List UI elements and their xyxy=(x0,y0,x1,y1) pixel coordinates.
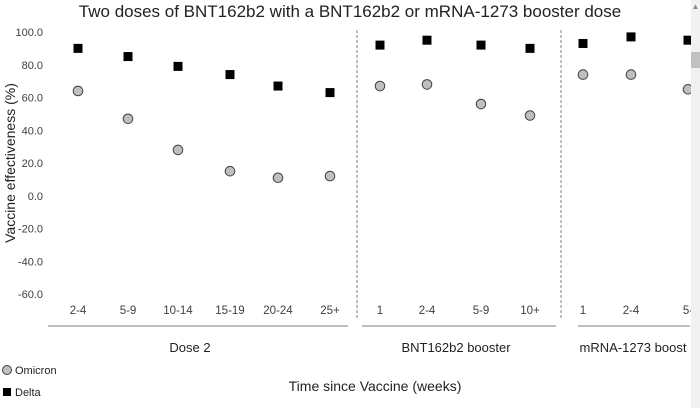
group-label: BNT162b2 booster xyxy=(401,340,511,355)
x-category-label: 2-4 xyxy=(623,305,640,317)
x-category-label: 5-9 xyxy=(473,305,490,317)
data-point-omicron xyxy=(172,144,184,156)
legend-marker-delta xyxy=(3,388,11,396)
data-point-delta xyxy=(476,40,486,50)
y-tick-label: 20.0 xyxy=(22,158,43,170)
data-point-delta xyxy=(578,38,588,48)
data-point-omicron xyxy=(72,85,84,97)
data-point-omicron xyxy=(374,80,386,92)
x-category-label: 10-14 xyxy=(163,305,193,317)
y-tick-label: 0.0 xyxy=(28,191,43,203)
group-label: Dose 2 xyxy=(169,340,210,355)
x-category-label: 2-4 xyxy=(70,305,87,317)
y-tick-label: 100.0 xyxy=(15,27,43,39)
y-tick-label: 40.0 xyxy=(22,125,43,137)
data-point-delta xyxy=(375,40,385,50)
data-point-delta xyxy=(273,81,283,91)
data-point-delta xyxy=(225,70,235,80)
data-point-omicron xyxy=(324,170,336,182)
data-point-omicron xyxy=(421,79,433,90)
chart-title: Two doses of BNT162b2 with a BNT162b2 or… xyxy=(78,2,622,21)
y-tick-label: -40.0 xyxy=(18,256,43,268)
data-point-omicron xyxy=(524,110,536,121)
y-tick-label: -60.0 xyxy=(18,289,43,301)
data-point-omicron xyxy=(122,113,134,125)
legend-label-omicron: Omicron xyxy=(15,365,57,377)
legend-marker-omicron xyxy=(2,365,12,375)
x-category-label: 1 xyxy=(580,305,586,317)
data-point-omicron xyxy=(224,165,236,177)
data-point-omicron xyxy=(475,98,487,110)
scrollbar-thumb[interactable] xyxy=(691,52,700,68)
data-point-omicron xyxy=(577,69,589,80)
x-category-label: 20-24 xyxy=(263,305,293,317)
y-tick-label: -20.0 xyxy=(18,224,43,236)
data-point-delta xyxy=(325,88,335,98)
scroll-up-arrow-icon[interactable]: ▲ xyxy=(691,2,700,11)
data-point-omicron xyxy=(625,69,637,80)
data-point-delta xyxy=(123,52,133,62)
y-tick-label: 80.0 xyxy=(22,60,43,72)
data-point-delta xyxy=(173,61,183,71)
scrollbar-track[interactable] xyxy=(691,0,700,408)
group-label: mRNA-1273 boost xyxy=(580,340,687,355)
data-point-delta xyxy=(525,43,535,53)
x-category-label: 2-4 xyxy=(419,305,436,317)
x-category-label: 15-19 xyxy=(215,305,244,317)
x-category-label: 1 xyxy=(377,305,383,317)
data-point-omicron xyxy=(272,172,284,184)
x-axis-title: Time since Vaccine (weeks) xyxy=(289,378,462,394)
y-axis-title: Vaccine effectiveness (%) xyxy=(2,83,18,243)
data-point-delta xyxy=(683,35,693,45)
legend-label-delta: Delta xyxy=(15,387,42,399)
data-point-delta xyxy=(626,32,636,42)
data-point-delta xyxy=(422,35,432,45)
data-point-delta xyxy=(73,43,83,53)
x-category-label: 10+ xyxy=(520,305,540,317)
x-category-label: 5- xyxy=(683,305,693,317)
y-tick-label: 60.0 xyxy=(22,93,43,105)
x-category-label: 25+ xyxy=(320,305,340,317)
x-category-label: 5-9 xyxy=(120,305,137,317)
